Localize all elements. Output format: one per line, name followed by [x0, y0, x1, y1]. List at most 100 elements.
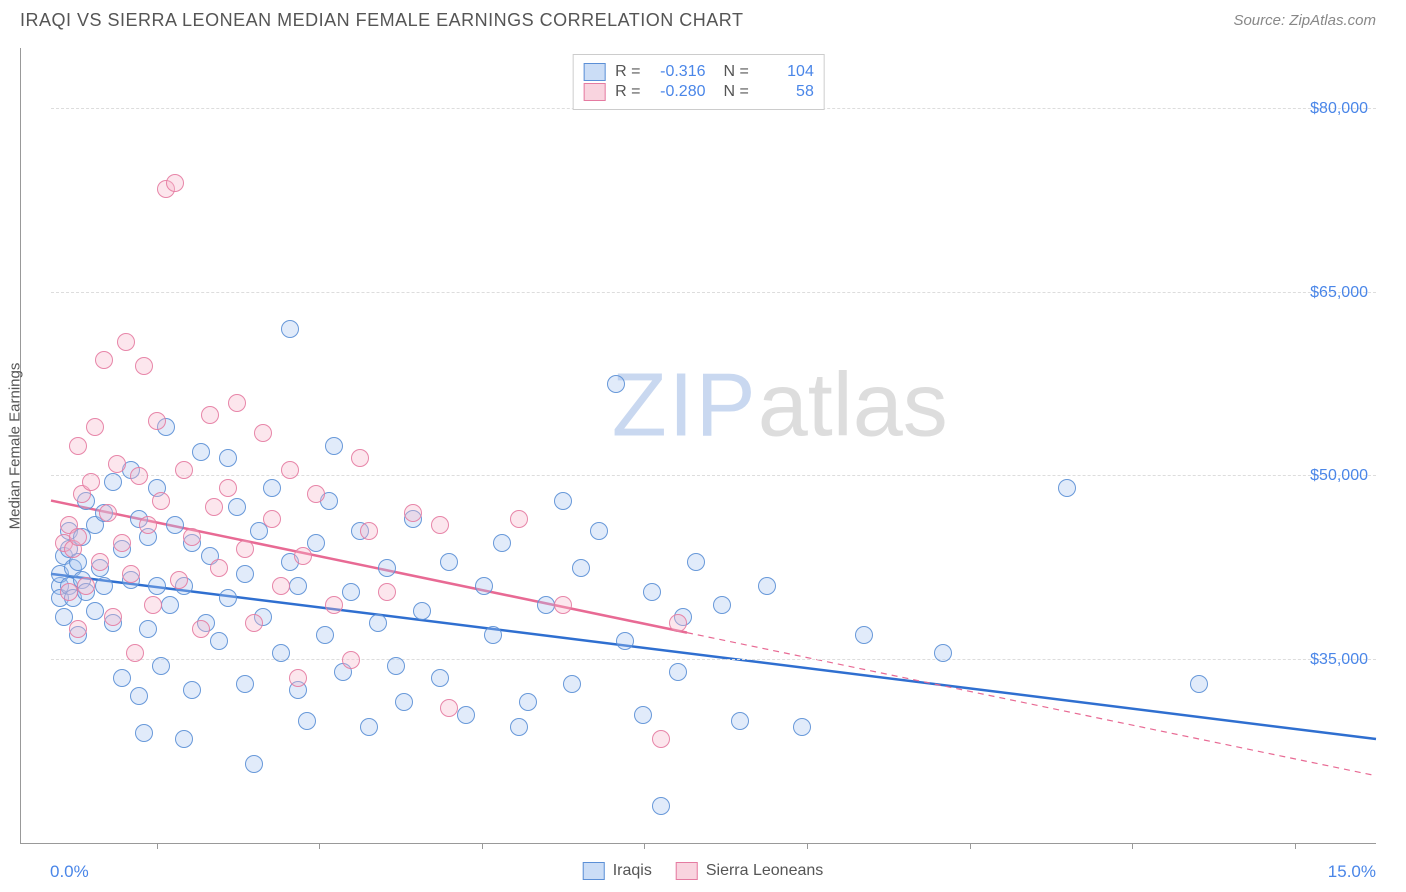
data-point: [554, 492, 572, 510]
data-point: [634, 706, 652, 724]
r-label: R =: [615, 63, 640, 81]
x-tick: [482, 843, 483, 849]
data-point: [95, 351, 113, 369]
data-point: [60, 583, 78, 601]
data-point: [289, 577, 307, 595]
data-point: [263, 479, 281, 497]
data-point: [616, 632, 634, 650]
x-tick: [319, 843, 320, 849]
data-point: [289, 669, 307, 687]
data-point: [135, 357, 153, 375]
trend-lines: [51, 48, 1376, 843]
x-tick: [1295, 843, 1296, 849]
data-point: [254, 424, 272, 442]
x-tick: [970, 843, 971, 849]
x-max-label: 15.0%: [1328, 862, 1376, 882]
data-point: [139, 516, 157, 534]
n-value: 104: [759, 63, 814, 81]
y-tick-label: $65,000: [1310, 284, 1368, 302]
x-tick: [1132, 843, 1133, 849]
data-point: [731, 712, 749, 730]
data-point: [183, 681, 201, 699]
data-point: [272, 644, 290, 662]
data-point: [113, 534, 131, 552]
y-tick-label: $50,000: [1310, 467, 1368, 485]
data-point: [108, 455, 126, 473]
data-point: [86, 418, 104, 436]
data-point: [342, 651, 360, 669]
data-point: [236, 540, 254, 558]
data-point: [210, 559, 228, 577]
data-point: [210, 632, 228, 650]
series-legend: Iraqis Sierra Leoneans: [583, 862, 824, 880]
y-tick-label: $35,000: [1310, 651, 1368, 669]
y-tick-label: $80,000: [1310, 100, 1368, 118]
data-point: [572, 559, 590, 577]
data-point: [431, 669, 449, 687]
data-point: [175, 461, 193, 479]
legend-label: Sierra Leoneans: [706, 862, 823, 880]
data-point: [95, 577, 113, 595]
data-point: [175, 730, 193, 748]
data-point: [117, 333, 135, 351]
data-point: [493, 534, 511, 552]
x-tick: [644, 843, 645, 849]
data-point: [192, 443, 210, 461]
data-point: [440, 553, 458, 571]
r-label: R =: [615, 83, 640, 101]
data-point: [139, 620, 157, 638]
data-point: [219, 589, 237, 607]
data-point: [395, 693, 413, 711]
data-point: [192, 620, 210, 638]
data-point: [135, 724, 153, 742]
data-point: [440, 699, 458, 717]
legend-swatch: [583, 63, 605, 81]
data-point: [510, 510, 528, 528]
legend-swatch: [676, 862, 698, 880]
data-point: [369, 614, 387, 632]
data-point: [263, 510, 281, 528]
data-point: [669, 614, 687, 632]
data-point: [307, 485, 325, 503]
data-point: [316, 626, 334, 644]
data-point: [1058, 479, 1076, 497]
n-label: N =: [724, 83, 749, 101]
legend-label: Iraqis: [613, 862, 652, 880]
data-point: [590, 522, 608, 540]
gridline: [51, 292, 1376, 293]
data-point: [669, 663, 687, 681]
legend-row: R =-0.316N =104: [583, 63, 814, 81]
legend-item: Iraqis: [583, 862, 652, 880]
data-point: [272, 577, 290, 595]
legend-swatch: [583, 83, 605, 101]
data-point: [99, 504, 117, 522]
data-point: [86, 602, 104, 620]
data-point: [91, 553, 109, 571]
data-point: [104, 608, 122, 626]
data-point: [219, 479, 237, 497]
data-point: [236, 675, 254, 693]
data-point: [643, 583, 661, 601]
data-point: [122, 565, 140, 583]
data-point: [228, 498, 246, 516]
legend-swatch: [583, 862, 605, 880]
x-min-label: 0.0%: [50, 862, 89, 882]
watermark: ZIPatlas: [612, 354, 948, 457]
data-point: [457, 706, 475, 724]
data-point: [519, 693, 537, 711]
data-point: [793, 718, 811, 736]
data-point: [934, 644, 952, 662]
data-point: [161, 596, 179, 614]
data-point: [113, 669, 131, 687]
data-point: [325, 437, 343, 455]
data-point: [130, 687, 148, 705]
data-point: [652, 730, 670, 748]
data-point: [378, 559, 396, 577]
data-point: [170, 571, 188, 589]
data-point: [475, 577, 493, 595]
data-point: [652, 797, 670, 815]
data-point: [183, 528, 201, 546]
data-point: [855, 626, 873, 644]
data-point: [413, 602, 431, 620]
data-point: [201, 406, 219, 424]
